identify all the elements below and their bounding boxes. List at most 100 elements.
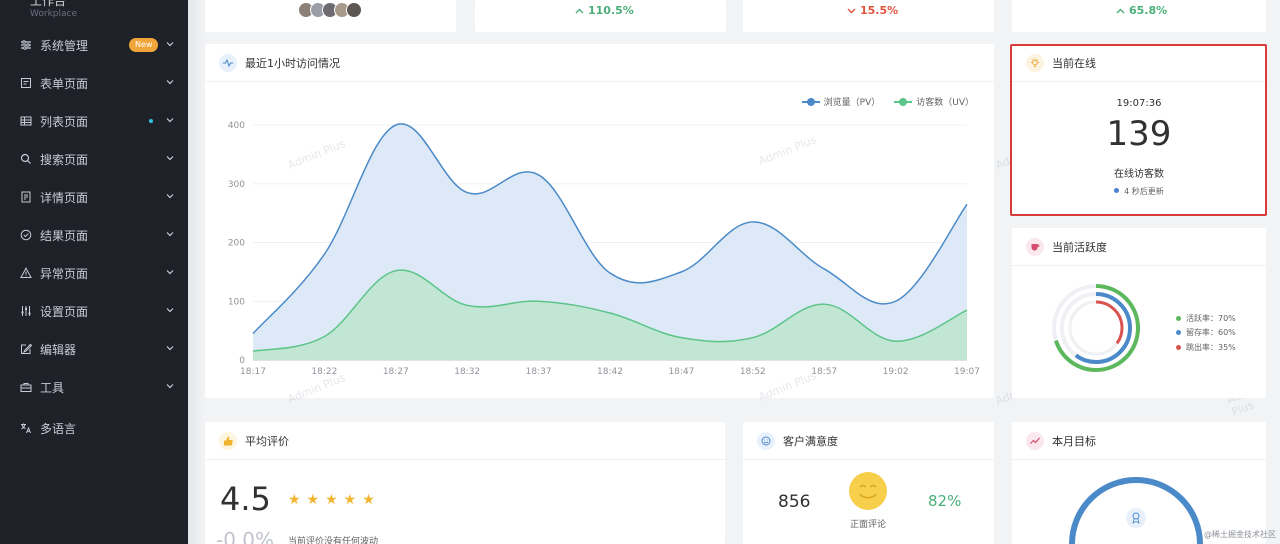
trend-value: 65.8%	[1129, 4, 1168, 17]
sidebar-item-search[interactable]: 搜索页面	[0, 140, 188, 178]
sidebar-item-label: 工具	[40, 380, 65, 395]
sidebar-item-label: 搜索页面	[40, 152, 89, 167]
positive-label: 正面评论	[849, 520, 886, 530]
legend-swatch	[894, 97, 913, 106]
online-count: 139	[1106, 114, 1172, 154]
visits-card-header: 最近1小时访问情况	[205, 44, 994, 82]
goal-card-header: 本月目标	[1012, 422, 1266, 460]
sidebar-item-editor[interactable]: 编辑器	[0, 330, 188, 368]
sidebar-shadow	[188, 0, 204, 544]
chevron-down-icon	[166, 42, 174, 47]
award-icon	[1126, 508, 1146, 528]
activity-legend-item: 跳出率：35%	[1176, 342, 1236, 353]
arrow-down-icon	[847, 8, 856, 13]
stat-card-4: 65.8%	[1012, 0, 1266, 32]
chevron-down-icon	[166, 270, 174, 275]
check-circle-icon	[20, 229, 32, 241]
y-tick-label: 0	[239, 356, 245, 366]
satisfaction-title: 客户满意度	[783, 434, 838, 448]
avatar-group	[298, 2, 362, 18]
legend-dot	[1176, 316, 1181, 321]
sidebar-item-result[interactable]: 结果页面	[0, 216, 188, 254]
sidebar-item-label: 详情页面	[40, 190, 89, 205]
legend-dot	[1176, 330, 1181, 335]
sidebar-item-detail[interactable]: 详情页面	[0, 178, 188, 216]
rating-description: 当前评价没有任何波动	[288, 537, 379, 544]
online-time: 19:07:36	[1116, 98, 1162, 109]
sidebar-item-label: 系统管理	[40, 38, 89, 53]
series-area-uv	[253, 270, 967, 360]
online-title: 当前在线	[1052, 56, 1096, 70]
document-icon	[20, 191, 32, 203]
y-tick-label: 100	[228, 297, 245, 307]
positive-percent: 82%	[928, 492, 962, 510]
y-tick-label: 300	[228, 180, 245, 190]
trend-value: 15.5%	[860, 4, 899, 17]
highlight-frame	[1010, 44, 1267, 216]
sidebar-item-list[interactable]: 列表页面	[0, 102, 188, 140]
sidebar-item-settings[interactable]: 设置页面	[0, 292, 188, 330]
activity-title: 当前活跃度	[1052, 240, 1107, 254]
arrow-up-icon	[1116, 8, 1125, 13]
sidebar-item-form[interactable]: 表单页面	[0, 64, 188, 102]
translate-icon	[20, 422, 32, 434]
activity-card: 当前活跃度	[1012, 228, 1266, 398]
online-label: 在线访客数	[1114, 169, 1164, 180]
ring-retention-rate	[1060, 292, 1132, 364]
smiley-face-icon	[849, 472, 887, 510]
chevron-down-icon	[166, 384, 174, 389]
legend-item-pv[interactable]: 浏览量（PV）	[801, 95, 881, 108]
x-tick-label: 18:47	[668, 367, 694, 377]
pulse-icon	[219, 53, 237, 72]
ring-active-rate	[1052, 284, 1140, 372]
series-line-pv	[252, 123, 968, 335]
sidebar-item-system[interactable]: 系统管理 New	[0, 26, 188, 64]
online-update-status: 4 秒后更新	[1012, 186, 1266, 197]
legend-swatch	[801, 97, 820, 106]
table-icon	[20, 115, 32, 127]
chevron-down-icon	[166, 80, 174, 85]
rating-card-header: 平均评价	[205, 422, 725, 460]
notification-dot	[149, 119, 153, 123]
sidebar-header[interactable]: 工作台 Workplace	[30, 0, 77, 20]
trend-chart-icon	[1026, 431, 1044, 450]
stat-card-3: 15.5%	[743, 0, 994, 32]
sidebar-subtitle: Workplace	[30, 9, 78, 19]
sliders-icon	[20, 39, 32, 51]
goal-title: 本月目标	[1052, 434, 1096, 448]
legend-dot	[1176, 345, 1181, 350]
chevron-down-icon	[166, 308, 174, 313]
chevron-down-icon	[166, 156, 174, 161]
sidebar-title: 工作台	[30, 0, 67, 8]
visits-area-chart: 0 100 200 300 400 18:17 18:22 18:27 18:32 18:37 18…	[228, 121, 980, 377]
visits-title: 最近1小时访问情况	[245, 56, 340, 70]
online-update-text: 4 秒后更新	[1124, 187, 1164, 196]
star-rating: ★★★★★	[288, 492, 381, 508]
search-icon	[20, 153, 32, 165]
x-tick-label: 18:27	[383, 367, 409, 377]
sidebar-item-i18n[interactable]: 多语言	[0, 409, 188, 447]
edit-icon	[20, 343, 32, 355]
avatar	[346, 2, 362, 18]
chevron-down-icon	[166, 118, 174, 123]
activity-legend-item: 活跃率：70%	[1176, 313, 1236, 324]
rating-value: 4.5	[220, 480, 271, 518]
x-tick-label: 18:22	[311, 367, 337, 377]
activity-ring-chart	[1052, 284, 1140, 372]
x-tick-label: 19:02	[883, 367, 909, 377]
settings-sliders-icon	[20, 305, 32, 317]
activity-legend-label: 活跃率：70%	[1186, 314, 1236, 323]
sidebar-item-exception[interactable]: 异常页面	[0, 254, 188, 292]
form-icon	[20, 77, 32, 89]
rating-card: 平均评价	[205, 422, 725, 544]
series-line-uv	[252, 269, 968, 352]
chevron-down-icon	[166, 232, 174, 237]
legend-item-uv[interactable]: 访客数（UV）	[894, 95, 974, 108]
ring-bounce-rate	[1068, 300, 1124, 356]
chevron-down-icon	[166, 194, 174, 199]
sidebar: 工作台 Workplace 系统管理 New 表单页面 列表页面 搜索页面 详情…	[0, 0, 188, 544]
legend-label: 浏览量（PV）	[823, 98, 881, 108]
sidebar-item-tools[interactable]: 工具	[0, 368, 188, 406]
sidebar-item-label: 结果页面	[40, 228, 89, 243]
lightbulb-icon	[1026, 53, 1044, 72]
